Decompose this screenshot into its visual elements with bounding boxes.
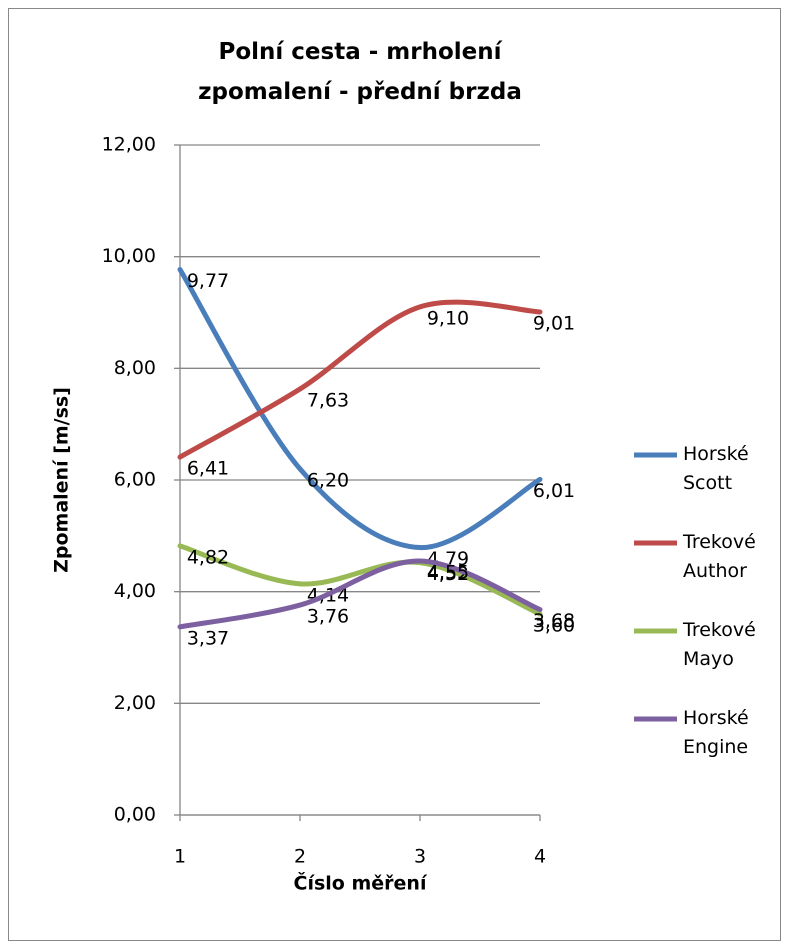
y-tick-label: 2,00	[114, 692, 156, 714]
data-label: 3,60	[533, 615, 575, 637]
data-label: 3,76	[307, 606, 349, 628]
series-line	[177, 558, 543, 630]
legend-label: Horské Scott	[683, 443, 749, 494]
series-line	[177, 299, 543, 460]
data-label: 3,68	[533, 610, 575, 632]
y-tick-label: 12,00	[102, 134, 156, 156]
data-label: 9,01	[533, 312, 575, 334]
data-label: 4,82	[187, 546, 229, 568]
data-label: 3,37	[187, 627, 229, 649]
data-label: 6,41	[187, 458, 229, 480]
y-axis-title: Zpomalení [m/ss]	[51, 387, 73, 573]
x-tick-label: 1	[174, 846, 186, 868]
series-line	[177, 267, 543, 551]
x-tick-label: 2	[294, 846, 306, 868]
y-tick-label: 6,00	[114, 469, 156, 491]
data-label: 9,10	[427, 307, 469, 329]
data-label: 6,20	[307, 469, 349, 491]
series-line	[177, 543, 543, 617]
x-tick-label: 4	[534, 846, 546, 868]
y-tick-label: 10,00	[102, 245, 156, 267]
data-label: 9,77	[187, 270, 229, 292]
y-tick-label: 8,00	[114, 357, 156, 379]
legend-label: Trekové Mayo	[683, 619, 756, 670]
data-label: 4,55	[427, 561, 469, 583]
x-tick-label: 3	[414, 846, 426, 868]
data-label: 6,01	[533, 480, 575, 502]
legend-label: Horské Engine	[683, 707, 749, 758]
legend-label: Trekové Author	[683, 531, 756, 582]
y-tick-label: 0,00	[114, 804, 156, 826]
chart-frame	[8, 8, 781, 941]
y-tick-label: 4,00	[114, 580, 156, 602]
x-axis-title: Číslo měření	[294, 871, 428, 895]
chart-title: Polní cesta - mrholení zpomalení - předn…	[198, 39, 522, 105]
data-label: 7,63	[307, 389, 349, 411]
